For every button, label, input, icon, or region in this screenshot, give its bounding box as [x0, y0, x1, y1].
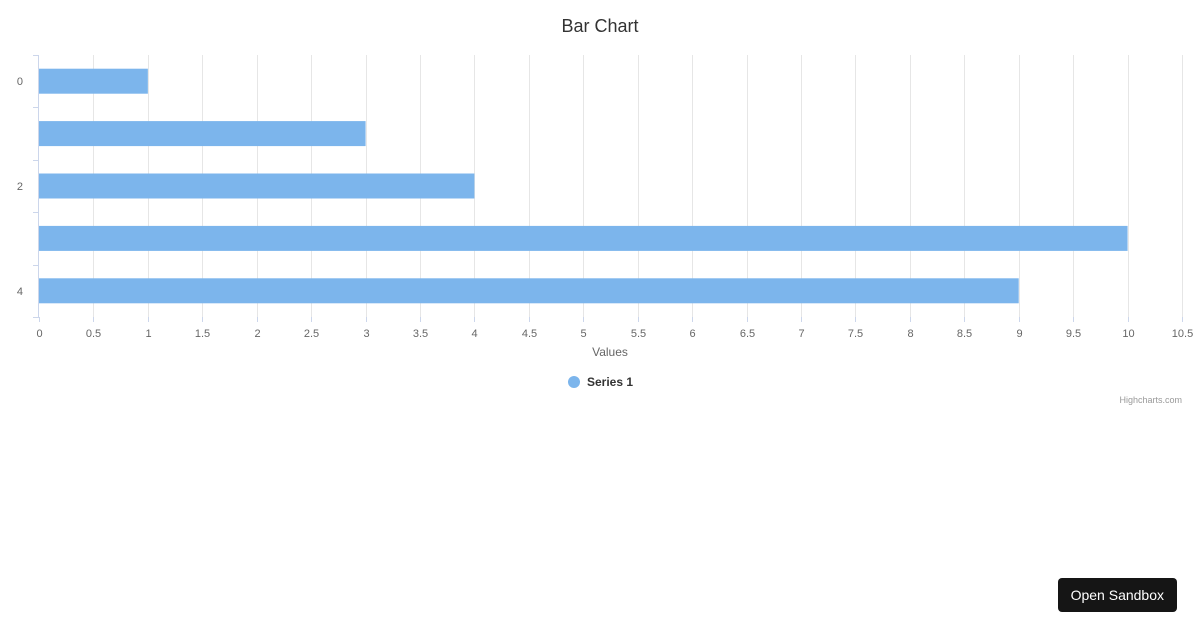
- x-tick-label: 3.5: [413, 328, 428, 340]
- bar-4[interactable]: [39, 278, 1019, 304]
- y-category-label: 4: [17, 286, 23, 298]
- open-sandbox-button[interactable]: Open Sandbox: [1057, 578, 1177, 612]
- bar-3[interactable]: [39, 225, 1128, 251]
- x-tick-label: 3: [363, 328, 369, 340]
- x-tick-label: 0.5: [86, 328, 101, 340]
- x-tick-label: 1.5: [195, 328, 210, 340]
- legend-item-series-1[interactable]: Series 1: [568, 375, 633, 389]
- x-tick-label: 0: [36, 328, 42, 340]
- y-category-label: 0: [17, 76, 23, 88]
- x-tick-label: 9: [1016, 328, 1022, 340]
- x-tick-label: 7.5: [848, 328, 863, 340]
- x-tick-label: 1: [145, 328, 151, 340]
- x-tick-label: 6.5: [740, 328, 755, 340]
- grid-lines: [93, 55, 1183, 317]
- x-tick-label: 8: [907, 328, 913, 340]
- chart-title: Bar Chart: [561, 16, 638, 36]
- y-category-label: 2: [17, 181, 23, 193]
- bar-0[interactable]: [39, 68, 148, 94]
- bar-series[interactable]: [39, 68, 1128, 304]
- bar-chart: Bar Chart 0 0.5 1 1.5 2 2.5 3 3.5 4 4.5 5 5.5 6 6.5 7 7…: [17, 16, 1193, 405]
- x-tick-label: 7: [798, 328, 804, 340]
- x-tick-label: 5.5: [631, 328, 646, 340]
- bar-2[interactable]: [39, 173, 475, 199]
- x-axis-title: Values: [592, 345, 628, 359]
- x-tick-label: 9.5: [1066, 328, 1081, 340]
- legend-series-1-label: Series 1: [587, 375, 633, 389]
- legend-series-1-marker: [568, 376, 580, 388]
- x-tick-label: 2: [254, 328, 260, 340]
- x-tick-label: 6: [689, 328, 695, 340]
- x-tick-label: 10: [1122, 328, 1134, 340]
- x-tick-label: 4.5: [522, 328, 537, 340]
- axes: 0 0.5 1 1.5 2 2.5 3 3.5 4 4.5 5 5.5 6 6.5 7 7.5 8 8.5 9 9.5…: [17, 55, 1193, 340]
- x-tick-label: 4: [471, 328, 477, 340]
- highcharts-credit-link[interactable]: Highcharts.com: [1119, 395, 1182, 405]
- x-tick-label: 8.5: [957, 328, 972, 340]
- bar-1[interactable]: [39, 121, 366, 147]
- x-tick-label: 10.5: [1172, 328, 1193, 340]
- x-tick-label: 5: [580, 328, 586, 340]
- x-tick-label: 2.5: [304, 328, 319, 340]
